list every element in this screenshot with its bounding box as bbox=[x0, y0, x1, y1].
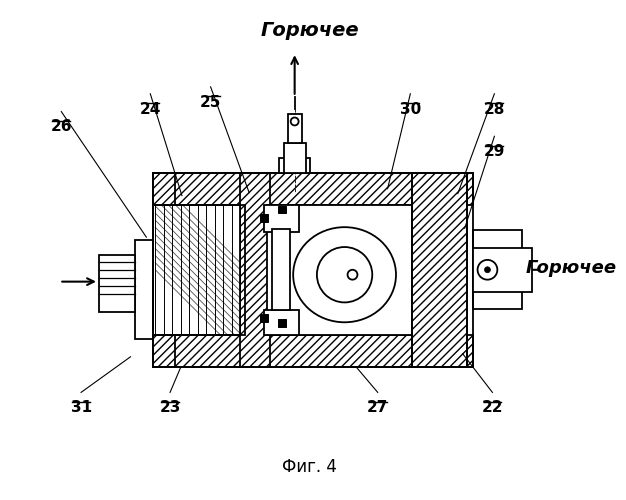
Bar bbox=[153, 173, 473, 204]
Bar bbox=[278, 206, 285, 214]
Bar bbox=[279, 158, 310, 173]
Text: Горючее: Горючее bbox=[526, 259, 617, 277]
Text: 24: 24 bbox=[140, 102, 161, 116]
Text: 28: 28 bbox=[484, 102, 505, 116]
Bar bbox=[260, 314, 268, 322]
Text: 25: 25 bbox=[200, 95, 222, 110]
Circle shape bbox=[290, 118, 299, 126]
Bar bbox=[135, 240, 153, 339]
Text: 27: 27 bbox=[367, 400, 388, 415]
Text: Фиг. 4: Фиг. 4 bbox=[282, 458, 337, 475]
Bar bbox=[272, 229, 290, 310]
Bar bbox=[153, 173, 175, 204]
Text: 30: 30 bbox=[400, 102, 421, 116]
Text: 23: 23 bbox=[160, 400, 181, 415]
Bar bbox=[267, 204, 413, 335]
Circle shape bbox=[478, 260, 497, 280]
Text: 22: 22 bbox=[481, 400, 503, 415]
Text: Горючее: Горючее bbox=[260, 20, 359, 40]
Bar bbox=[473, 248, 532, 292]
Bar bbox=[153, 335, 473, 366]
Text: 31: 31 bbox=[71, 400, 91, 415]
Bar bbox=[99, 255, 135, 312]
Text: 29: 29 bbox=[484, 144, 505, 159]
Circle shape bbox=[485, 267, 490, 272]
Bar bbox=[267, 173, 413, 366]
Bar bbox=[260, 214, 268, 222]
Bar bbox=[413, 173, 467, 366]
Text: 26: 26 bbox=[51, 120, 72, 134]
Bar bbox=[288, 114, 302, 143]
Bar bbox=[153, 204, 245, 335]
Bar bbox=[284, 143, 305, 173]
Bar bbox=[413, 173, 467, 366]
Circle shape bbox=[347, 270, 357, 280]
Ellipse shape bbox=[293, 227, 396, 322]
Bar bbox=[473, 230, 522, 310]
Bar bbox=[264, 310, 299, 335]
Bar bbox=[153, 335, 175, 366]
Bar bbox=[278, 319, 285, 327]
Bar bbox=[240, 173, 270, 366]
Ellipse shape bbox=[317, 247, 372, 302]
Bar bbox=[153, 173, 473, 366]
Bar bbox=[264, 204, 299, 232]
